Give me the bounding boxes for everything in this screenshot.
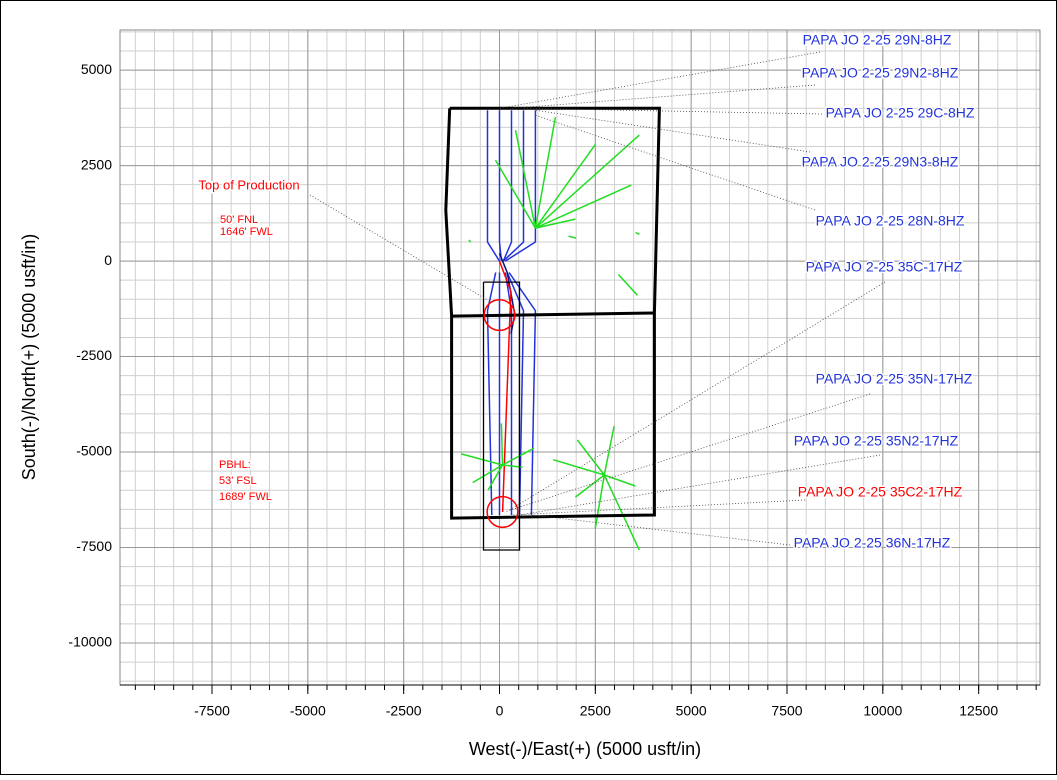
annotation-label: PAPA JO 2-25 29C-8HZ [826,105,975,121]
annotation-label: Top of Production [198,177,299,192]
well-path [486,110,501,262]
leader-line [309,194,488,301]
annotation-label: 1689' FWL [219,491,272,503]
y-tick-label: -7500 [76,538,112,554]
well-path [494,116,640,229]
x-tick-label: 7500 [771,703,802,719]
well-path [502,110,513,262]
x-tick-label: 0 [496,703,504,719]
x-tick-label: 12500 [959,703,998,719]
well-path [504,272,513,515]
annotation-label: 53' FSL [219,475,257,487]
annotation-label: PAPA JO 2-25 28N-8HZ [816,213,965,229]
leader-line [535,109,811,153]
well-path [504,110,537,262]
x-tick-label: 2500 [580,703,611,719]
leader-line [504,393,871,513]
x-axis-label: West(-)/East(+) (5000 usft/in) [469,739,701,759]
annotation-label: PAPA JO 2-25 35N-17HZ [816,371,973,387]
well-path [461,423,535,491]
annotation-label: PAPA JO 2-25 36N-17HZ [794,535,951,551]
annotation-label: 50' FNL [220,214,258,226]
y-tick-label: -10000 [68,634,112,650]
leader-line [535,114,816,211]
annotation-label: PAPA JO 2-25 29N2-8HZ [802,65,959,81]
x-tick-label: -2500 [386,703,422,719]
y-tick-label: 5000 [81,61,112,77]
x-tick-label: 5000 [676,703,707,719]
leader-line [509,281,886,511]
x-tick-label: -7500 [194,703,230,719]
well-path [486,272,497,516]
well-path [498,260,512,513]
annotation-label: PAPA JO 2-25 35C-17HZ [806,259,963,275]
annotation-label: PAPA JO 2-25 35N2-17HZ [794,433,959,449]
x-tick-label: 10000 [863,703,902,719]
x-tick-label: -5000 [290,703,326,719]
y-axis-label: South(-)/North(+) (5000 usft/in) [19,234,39,481]
well-path [508,272,537,516]
target-circle [483,298,516,332]
lease-boundary [444,106,661,520]
annotation-label: PAPA JO 2-25 29N-8HZ [803,32,952,48]
leader-line [499,51,821,109]
lease-boundary [451,311,655,318]
leader-line [519,454,881,516]
annotation-label: PBHL: [219,459,251,471]
annotation-label: PAPA JO 2-25 35C2-17HZ [798,484,963,500]
well-path [506,272,525,516]
target-circle [486,495,519,529]
leader-line [531,514,791,546]
y-tick-label: -5000 [76,443,112,459]
target-box [482,281,521,551]
well-path [552,425,640,551]
well-path [502,110,525,262]
y-tick-label: -2500 [76,347,112,363]
leader-line [511,499,806,516]
well-path [468,231,640,296]
y-tick-label: 0 [104,252,112,268]
annotation-label: PAPA JO 2-25 29N3-8HZ [802,154,959,170]
y-tick-label: 2500 [81,156,112,172]
annotation-label: 1646' FWL [220,226,273,238]
